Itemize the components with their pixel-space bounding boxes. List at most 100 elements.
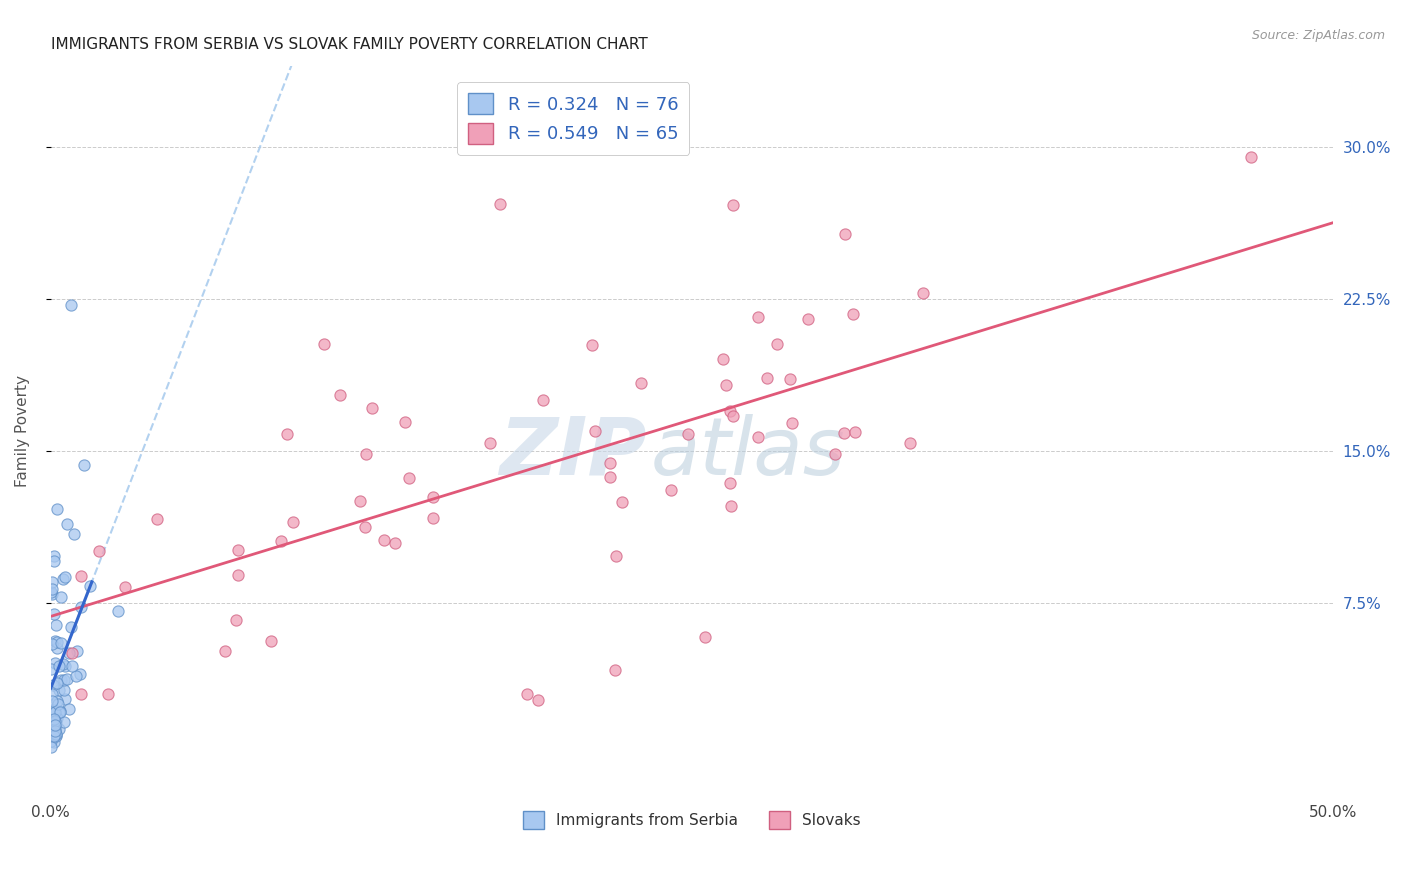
- Point: [718, 404, 741, 418]
- Point: [911, 285, 934, 300]
- Point: [711, 352, 734, 367]
- Point: [44, 717, 66, 731]
- Point: [44, 554, 66, 568]
- Point: [65, 644, 87, 658]
- Point: [44, 727, 66, 741]
- Point: [844, 425, 866, 439]
- Point: [97, 687, 120, 701]
- Point: [41, 637, 63, 651]
- Point: [747, 310, 769, 324]
- Point: [599, 470, 621, 484]
- Point: [354, 447, 377, 461]
- Point: [354, 520, 377, 534]
- Point: [41, 586, 63, 600]
- Point: [48, 683, 70, 698]
- Point: [782, 416, 804, 430]
- Point: [42, 718, 65, 732]
- Point: [41, 574, 63, 589]
- Point: [384, 535, 406, 549]
- Point: [360, 401, 382, 416]
- Point: [42, 678, 65, 692]
- Point: [824, 447, 846, 461]
- Point: [488, 196, 510, 211]
- Point: [46, 697, 69, 711]
- Point: [52, 714, 75, 729]
- Point: [53, 570, 76, 584]
- Point: [41, 687, 63, 701]
- Point: [46, 640, 69, 655]
- Point: [898, 435, 921, 450]
- Point: [41, 705, 63, 719]
- Point: [63, 527, 86, 541]
- Point: [41, 716, 63, 731]
- Point: [65, 668, 87, 682]
- Point: [329, 387, 352, 401]
- Point: [69, 569, 91, 583]
- Point: [42, 712, 65, 726]
- Point: [842, 308, 865, 322]
- Point: [41, 733, 63, 747]
- Point: [45, 729, 67, 743]
- Point: [44, 633, 66, 648]
- Point: [531, 393, 554, 408]
- Point: [661, 483, 683, 497]
- Point: [79, 579, 101, 593]
- Point: [479, 436, 502, 450]
- Point: [41, 694, 63, 708]
- Legend: Immigrants from Serbia, Slovaks: Immigrants from Serbia, Slovaks: [516, 805, 868, 835]
- Point: [720, 499, 742, 513]
- Point: [45, 634, 67, 648]
- Point: [693, 631, 716, 645]
- Point: [527, 693, 550, 707]
- Text: Source: ZipAtlas.com: Source: ZipAtlas.com: [1251, 29, 1385, 42]
- Point: [44, 722, 66, 736]
- Point: [721, 409, 744, 424]
- Point: [44, 549, 66, 563]
- Point: [69, 667, 91, 681]
- Point: [755, 370, 778, 384]
- Point: [55, 672, 77, 686]
- Text: IMMIGRANTS FROM SERBIA VS SLOVAK FAMILY POVERTY CORRELATION CHART: IMMIGRANTS FROM SERBIA VS SLOVAK FAMILY …: [51, 37, 648, 53]
- Point: [49, 706, 72, 720]
- Point: [48, 722, 70, 736]
- Point: [45, 728, 67, 742]
- Y-axis label: Family Poverty: Family Poverty: [15, 375, 30, 487]
- Point: [44, 656, 66, 670]
- Point: [599, 456, 621, 470]
- Text: ZIP: ZIP: [499, 414, 647, 491]
- Point: [314, 337, 336, 351]
- Point: [225, 613, 247, 627]
- Point: [52, 657, 75, 672]
- Point: [714, 377, 737, 392]
- Point: [721, 197, 744, 211]
- Point: [59, 620, 82, 634]
- Point: [51, 635, 73, 649]
- Point: [52, 682, 75, 697]
- Point: [630, 376, 652, 391]
- Point: [349, 494, 371, 508]
- Point: [45, 694, 67, 708]
- Point: [53, 692, 76, 706]
- Point: [51, 673, 73, 687]
- Point: [834, 227, 856, 241]
- Point: [214, 644, 236, 658]
- Point: [44, 714, 66, 728]
- Point: [610, 495, 633, 509]
- Point: [373, 533, 395, 548]
- Point: [41, 662, 63, 676]
- Point: [422, 490, 444, 504]
- Point: [60, 298, 83, 312]
- Point: [581, 338, 603, 352]
- Point: [45, 676, 67, 690]
- Point: [44, 706, 66, 720]
- Point: [766, 337, 789, 351]
- Point: [516, 687, 538, 701]
- Point: [48, 659, 70, 673]
- Point: [145, 512, 167, 526]
- Point: [1240, 150, 1263, 164]
- Point: [70, 599, 93, 614]
- Point: [283, 516, 305, 530]
- Point: [42, 607, 65, 621]
- Point: [797, 311, 820, 326]
- Point: [41, 585, 63, 599]
